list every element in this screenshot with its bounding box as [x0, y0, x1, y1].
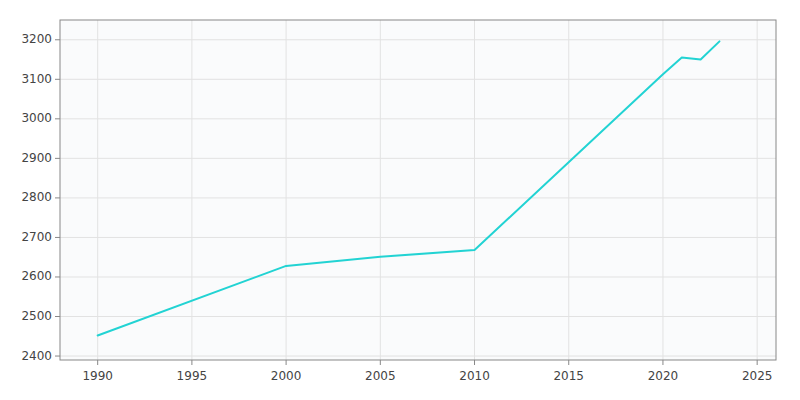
x-tick-label: 2005: [365, 369, 396, 383]
y-tick-label: 3200: [21, 32, 52, 46]
y-tick-label: 2700: [21, 230, 52, 244]
y-tick: [55, 79, 60, 80]
y-grid-line: [60, 316, 776, 317]
x-tick-label: 2015: [553, 369, 584, 383]
x-grid-line: [97, 20, 98, 360]
y-tick-label: 2800: [21, 190, 52, 204]
y-tick: [55, 39, 60, 40]
y-grid-line: [60, 79, 776, 80]
plot-background: [60, 20, 776, 360]
y-tick: [55, 316, 60, 317]
y-grid-line: [60, 39, 776, 40]
x-grid-line: [662, 20, 663, 360]
y-grid-line: [60, 158, 776, 159]
grid: [60, 20, 776, 360]
plot-frame: [60, 20, 776, 360]
x-grid-line: [474, 20, 475, 360]
y-tick: [55, 237, 60, 238]
y-tick-label: 2500: [21, 309, 52, 323]
y-tick-label: 2600: [21, 269, 52, 283]
x-tick: [757, 360, 758, 365]
y-tick-label: 3000: [21, 111, 52, 125]
x-tick: [380, 360, 381, 365]
chart-container: 2400 2500 2600 2700 2800 2900 3000 3100 3200 1990…: [0, 0, 800, 400]
x-grid-line: [380, 20, 381, 360]
x-grid-line: [568, 20, 569, 360]
x-tick-label: 2000: [271, 369, 302, 383]
y-grid-line: [60, 197, 776, 198]
y-tick: [55, 158, 60, 159]
y-tick-label: 2900: [21, 151, 52, 165]
x-tick-label: 1995: [177, 369, 208, 383]
x-tick: [97, 360, 98, 365]
y-grid-line: [60, 237, 776, 238]
axes: 2400 2500 2600 2700 2800 2900 3000 3100 3200 1990…: [21, 20, 776, 383]
x-tick-label: 2020: [648, 369, 679, 383]
x-grid-line: [757, 20, 758, 360]
x-tick-label: 2025: [742, 369, 773, 383]
x-grid-line: [286, 20, 287, 360]
chart-svg: 2400 2500 2600 2700 2800 2900 3000 3100 3200 1990…: [0, 0, 800, 400]
x-tick: [286, 360, 287, 365]
x-tick: [568, 360, 569, 365]
y-tick-label: 2400: [21, 349, 52, 363]
y-tick: [55, 118, 60, 119]
x-tick: [662, 360, 663, 365]
y-tick: [55, 356, 60, 357]
x-tick-label: 2010: [459, 369, 490, 383]
x-grid-line: [191, 20, 192, 360]
y-grid-line: [60, 356, 776, 357]
x-tick: [474, 360, 475, 365]
y-grid-line: [60, 276, 776, 277]
y-tick-label: 3100: [21, 72, 52, 86]
y-tick: [55, 197, 60, 198]
line: [98, 41, 720, 335]
y-tick: [55, 276, 60, 277]
y-grid-line: [60, 118, 776, 119]
data-layer: [98, 41, 720, 335]
x-tick: [191, 360, 192, 365]
x-tick-label: 1990: [82, 369, 113, 383]
